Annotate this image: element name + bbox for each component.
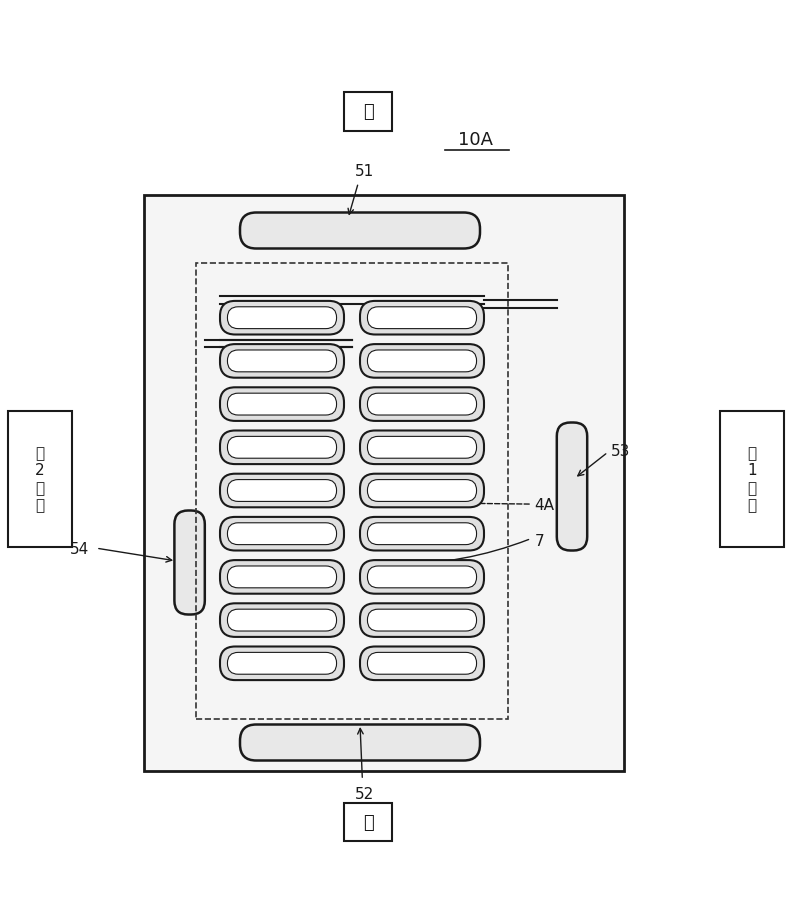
Text: 第
1
側
部: 第 1 側 部 bbox=[747, 446, 757, 512]
FancyBboxPatch shape bbox=[367, 653, 477, 675]
FancyBboxPatch shape bbox=[360, 345, 484, 378]
Text: 4A: 4A bbox=[534, 497, 554, 512]
FancyBboxPatch shape bbox=[227, 653, 337, 675]
FancyBboxPatch shape bbox=[227, 351, 337, 373]
Bar bbox=[720, 411, 784, 547]
FancyBboxPatch shape bbox=[367, 351, 477, 373]
FancyBboxPatch shape bbox=[360, 301, 484, 336]
FancyBboxPatch shape bbox=[220, 301, 344, 336]
FancyBboxPatch shape bbox=[174, 511, 205, 615]
FancyBboxPatch shape bbox=[360, 431, 484, 465]
FancyBboxPatch shape bbox=[240, 213, 480, 249]
FancyBboxPatch shape bbox=[220, 345, 344, 378]
FancyBboxPatch shape bbox=[360, 647, 484, 680]
FancyBboxPatch shape bbox=[220, 388, 344, 421]
FancyBboxPatch shape bbox=[367, 480, 477, 502]
FancyBboxPatch shape bbox=[557, 423, 587, 551]
Bar bbox=[344, 93, 392, 132]
Bar bbox=[8, 411, 72, 547]
Text: 52: 52 bbox=[354, 787, 374, 802]
FancyBboxPatch shape bbox=[360, 603, 484, 637]
FancyBboxPatch shape bbox=[220, 560, 344, 594]
FancyBboxPatch shape bbox=[240, 724, 480, 760]
FancyBboxPatch shape bbox=[220, 647, 344, 680]
Text: 53: 53 bbox=[610, 444, 630, 458]
FancyBboxPatch shape bbox=[220, 474, 344, 508]
FancyBboxPatch shape bbox=[227, 308, 337, 329]
FancyBboxPatch shape bbox=[360, 560, 484, 594]
FancyBboxPatch shape bbox=[227, 437, 337, 459]
FancyBboxPatch shape bbox=[360, 474, 484, 508]
Text: 第
2
側
部: 第 2 側 部 bbox=[35, 446, 45, 512]
FancyBboxPatch shape bbox=[367, 437, 477, 459]
Text: 10A: 10A bbox=[458, 131, 494, 149]
FancyBboxPatch shape bbox=[220, 518, 344, 551]
FancyBboxPatch shape bbox=[367, 308, 477, 329]
FancyBboxPatch shape bbox=[227, 523, 337, 545]
Bar bbox=[344, 803, 392, 841]
Bar bbox=[144, 196, 624, 770]
Text: 上: 上 bbox=[362, 103, 374, 121]
FancyBboxPatch shape bbox=[227, 566, 337, 588]
Text: 下: 下 bbox=[362, 813, 374, 831]
Text: 7: 7 bbox=[534, 533, 544, 548]
FancyBboxPatch shape bbox=[367, 394, 477, 416]
FancyBboxPatch shape bbox=[367, 610, 477, 631]
FancyBboxPatch shape bbox=[360, 518, 484, 551]
FancyBboxPatch shape bbox=[367, 566, 477, 588]
Bar bbox=[196, 263, 508, 719]
FancyBboxPatch shape bbox=[227, 610, 337, 631]
FancyBboxPatch shape bbox=[220, 431, 344, 465]
FancyBboxPatch shape bbox=[227, 394, 337, 416]
FancyBboxPatch shape bbox=[367, 523, 477, 545]
Text: 51: 51 bbox=[354, 164, 374, 179]
FancyBboxPatch shape bbox=[360, 388, 484, 421]
FancyBboxPatch shape bbox=[220, 603, 344, 637]
FancyBboxPatch shape bbox=[227, 480, 337, 502]
Text: 54: 54 bbox=[70, 541, 90, 556]
